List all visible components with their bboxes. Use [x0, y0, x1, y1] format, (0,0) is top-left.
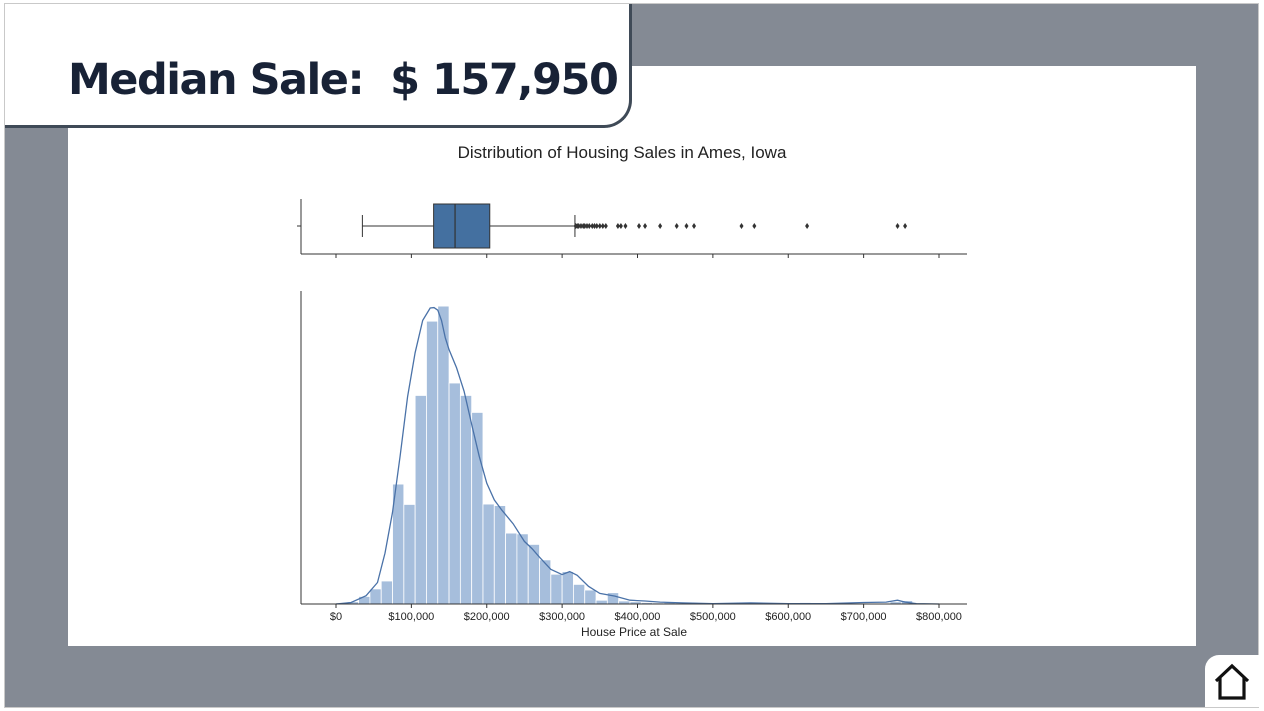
x-tick-label: $0 [330, 611, 342, 623]
histogram-bar [493, 505, 506, 605]
outlier-point [590, 223, 595, 229]
histogram-bar [403, 504, 416, 605]
iqr-box [433, 203, 491, 249]
boxplot-panel [297, 199, 967, 258]
histogram-bar [482, 503, 495, 605]
outlier-point [739, 223, 744, 229]
headline-label: Median Sale: [68, 55, 365, 105]
outlier-point [684, 223, 689, 229]
histogram-bar [358, 596, 371, 605]
outlier-point [576, 223, 581, 229]
x-tick-label: $800,000 [916, 611, 962, 623]
outlier-point [582, 223, 587, 229]
outlier-point [618, 223, 623, 229]
histogram-bar [471, 412, 484, 605]
outlier-point [587, 223, 592, 229]
headline: Median Sale: $ 157,950 [68, 52, 619, 108]
housing-sales-chart: Distribution of Housing Sales in Ames, I… [297, 143, 967, 639]
outlier-point [603, 223, 608, 229]
outlier-point [658, 223, 663, 229]
histogram-panel [300, 291, 967, 605]
home-button[interactable] [1205, 655, 1259, 707]
histogram-bar [561, 571, 574, 605]
outlier-point [903, 223, 908, 229]
x-tick-label: $200,000 [464, 611, 510, 623]
outlier-point [623, 223, 628, 229]
histogram-bar [573, 583, 586, 605]
kde-line [335, 306, 940, 605]
histogram-bar [595, 599, 608, 605]
headline-card: Median Sale: $ 157,950 [5, 4, 632, 128]
outlier-point [578, 223, 583, 229]
histogram-bar [584, 589, 597, 605]
histogram-bar [539, 559, 552, 605]
histogram-bar [505, 532, 518, 605]
chart-panel: Distribution of Housing Sales in Ames, I… [68, 66, 1196, 646]
x-tick-label: $500,000 [690, 611, 736, 623]
x-tick-label: $600,000 [765, 611, 811, 623]
x-tick-label: $100,000 [388, 611, 434, 623]
outlier-point [805, 223, 810, 229]
histogram-bar [414, 395, 427, 605]
outlier-point [692, 223, 697, 229]
x-tick-label: $400,000 [615, 611, 661, 623]
headline-value: $ 157,950 [390, 55, 619, 105]
histogram-bar [527, 544, 540, 605]
outlier-point [637, 223, 642, 229]
chart-title: Distribution of Housing Sales in Ames, I… [458, 143, 787, 162]
histogram-bar [369, 588, 382, 605]
outlier-point [895, 223, 900, 229]
histogram-bar [448, 382, 461, 605]
x-axis-label: House Price at Sale [581, 625, 687, 639]
histogram-bar [606, 592, 620, 605]
histogram-bar [380, 580, 393, 605]
outlier-point [597, 223, 602, 229]
histogram-bar [426, 320, 439, 605]
x-tick-label: $700,000 [841, 611, 887, 623]
outlier-point [643, 223, 648, 229]
outlier-point [674, 223, 679, 229]
outlier-point [594, 223, 599, 229]
x-axis: $0 $100,000 $200,000 $300,000 $400,000 $500,0… [330, 604, 962, 623]
outlier-point [584, 223, 589, 229]
histogram-bar [550, 573, 563, 605]
histogram-bar [459, 395, 473, 605]
outlier-point [752, 223, 757, 229]
home-icon [1214, 663, 1250, 700]
outlier-point [600, 223, 605, 229]
histogram-bar [437, 305, 450, 605]
outlier-point [615, 223, 620, 229]
outlier-point [592, 223, 597, 229]
x-tick-label: $300,000 [539, 611, 585, 623]
histogram-bar [516, 533, 529, 605]
